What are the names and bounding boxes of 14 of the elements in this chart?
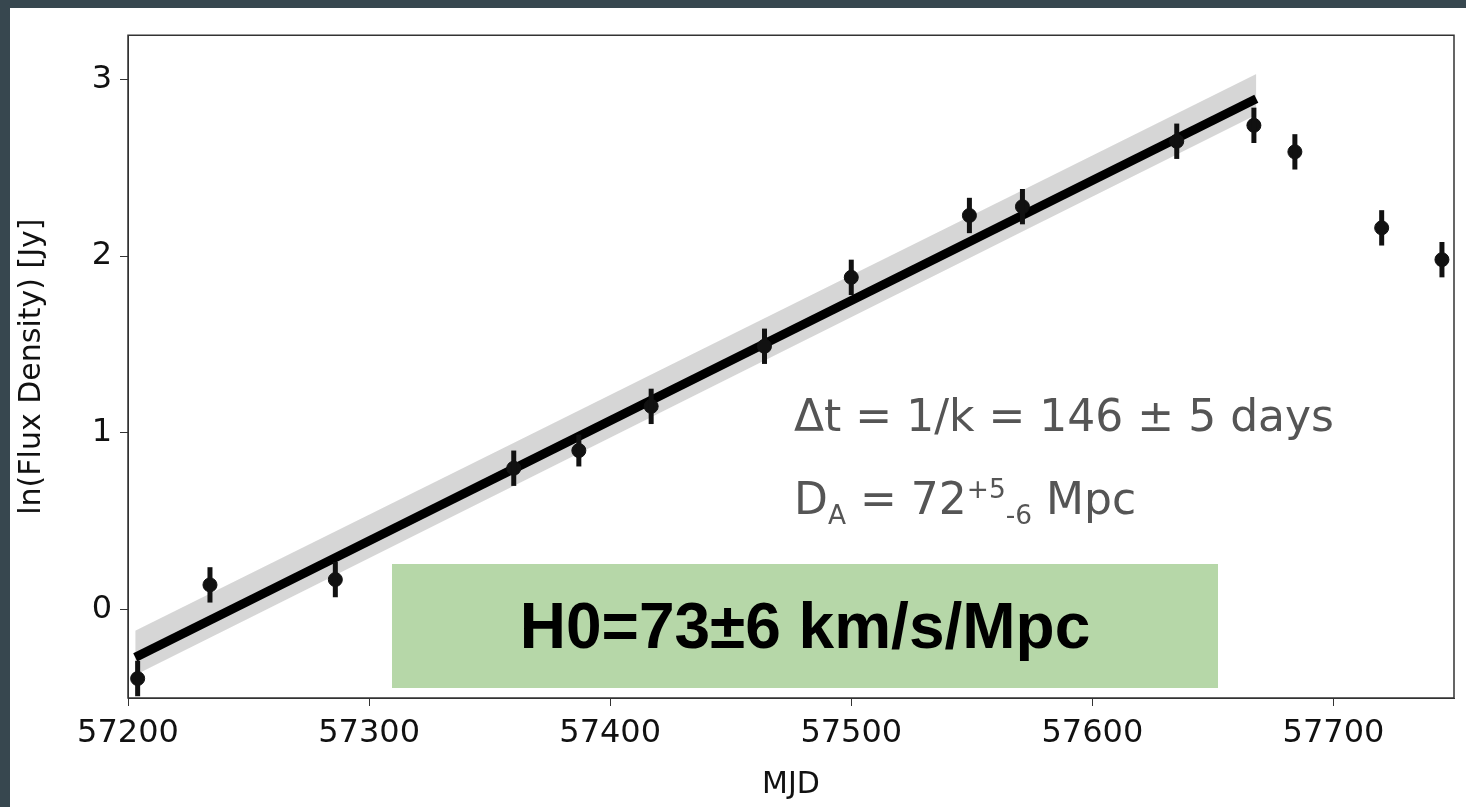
annotation: D$_{A}$ = 72$^{+5}$$_{-6}$ Mpc <box>794 473 1137 530</box>
x-tick-label: 57700 <box>1282 711 1385 750</box>
y-tick-label: 0 <box>91 587 112 626</box>
x-tick-label: 57400 <box>559 711 662 750</box>
y-tick-label: 1 <box>91 411 112 450</box>
y-tick-label: 2 <box>91 234 112 273</box>
y-axis-title: ln(Flux Density) [Jy] <box>11 218 47 515</box>
x-axis-title: MJD <box>762 764 820 800</box>
x-tick-label: 57300 <box>318 711 420 750</box>
annotation: Δt = 1/k = 146 ± 5 days <box>794 390 1334 441</box>
x-tick-label: 57500 <box>800 711 903 750</box>
y-tick-label: 3 <box>91 57 112 96</box>
x-tick-label: 57200 <box>77 711 179 750</box>
x-tick-label: 57600 <box>1041 711 1144 750</box>
